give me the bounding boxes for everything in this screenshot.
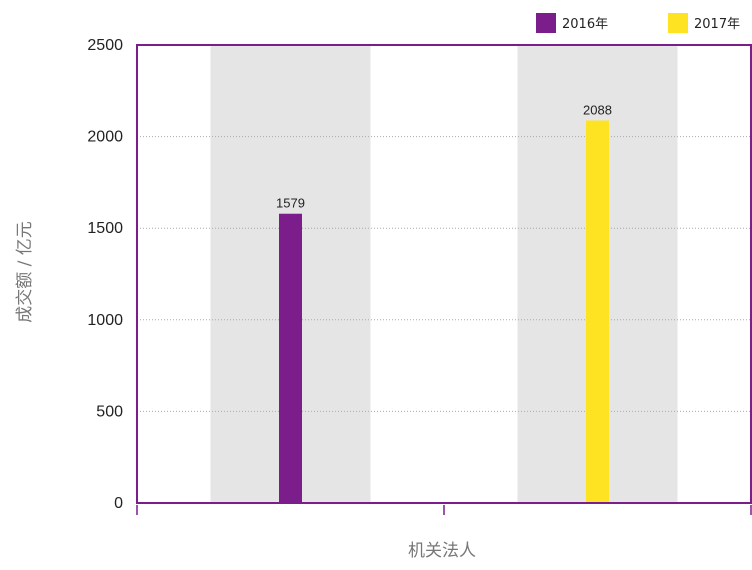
- y-tick-label: 1500: [87, 220, 123, 237]
- data-label: 1579: [276, 196, 305, 211]
- y-tick-label: 2000: [87, 129, 123, 146]
- x-axis-title: 机关法人: [408, 541, 476, 561]
- y-tick-label: 0: [114, 495, 123, 512]
- y-tick-label: 1000: [87, 312, 123, 329]
- y-tick-label: 500: [96, 403, 123, 420]
- bar-1-1: [279, 213, 302, 503]
- legend-label: 2017年: [694, 17, 740, 32]
- legend-swatch: [536, 13, 556, 33]
- bar-2-2: [586, 120, 609, 504]
- legend-swatch: [668, 13, 688, 33]
- legend-label: 2016年: [562, 17, 608, 32]
- y-axis-title: 成交额 / 亿元: [15, 221, 35, 323]
- y-tick-label: 2500: [87, 37, 123, 54]
- plot-frame: [136, 44, 752, 504]
- data-label: 2088: [583, 102, 612, 117]
